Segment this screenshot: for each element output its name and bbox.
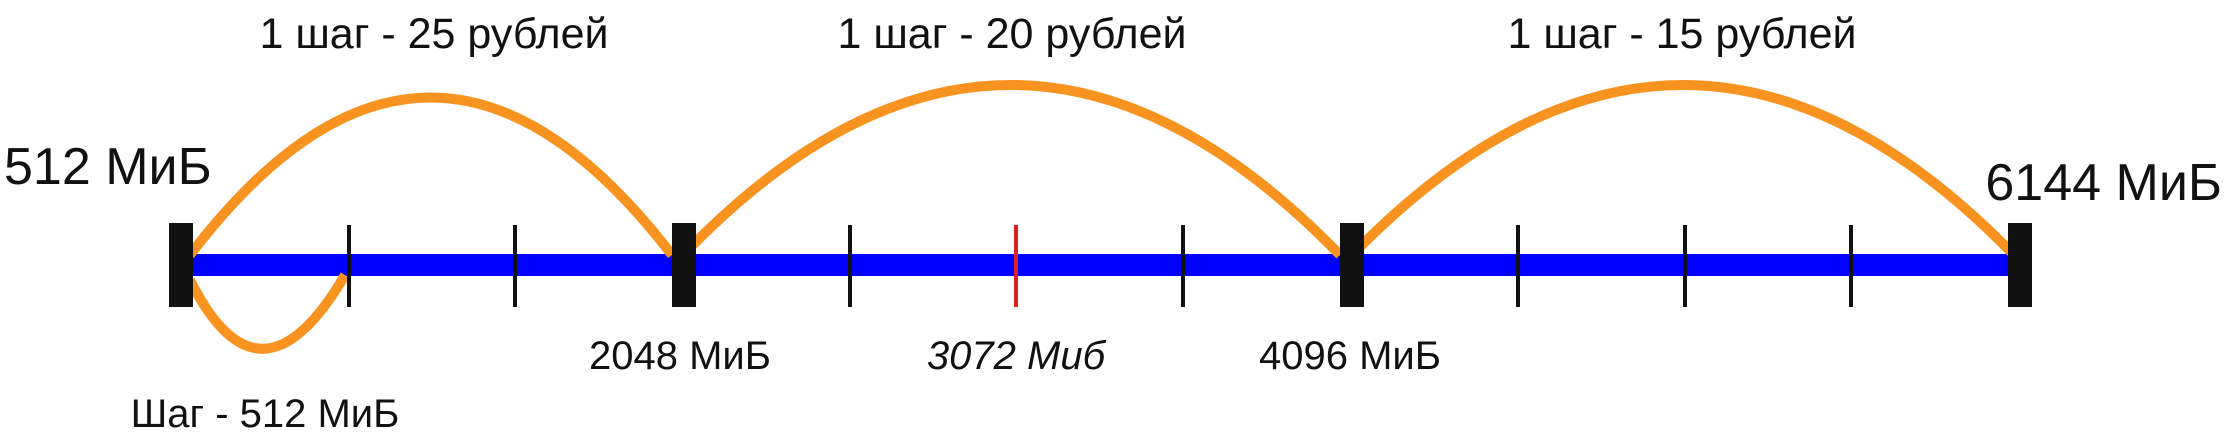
- end-label: 6144 МиБ: [1985, 154, 2222, 212]
- step-arc: [185, 272, 350, 354]
- marker-4096-label: 4096 МиБ: [1259, 334, 1441, 378]
- range-label-3: 1 шаг - 15 рублей: [1507, 10, 1856, 58]
- marker-6144: [2008, 223, 2032, 307]
- range-label-2: 1 шаг - 20 рублей: [837, 10, 1186, 58]
- step-label: Шаг - 512 МиБ: [131, 392, 400, 436]
- marker-4096: [1340, 223, 1364, 307]
- range-label-1: 1 шаг - 25 рублей: [259, 10, 608, 58]
- marker-2048-label: 2048 МиБ: [589, 334, 771, 378]
- start-label: 512 МиБ: [4, 138, 212, 196]
- marker-3072-label: 3072 Миб: [927, 334, 1107, 378]
- range-arc-2: [679, 80, 1344, 259]
- range-arc-3: [1348, 80, 2018, 259]
- range-arc-1: [186, 92, 676, 259]
- marker-512: [169, 223, 193, 307]
- marker-2048: [672, 223, 696, 307]
